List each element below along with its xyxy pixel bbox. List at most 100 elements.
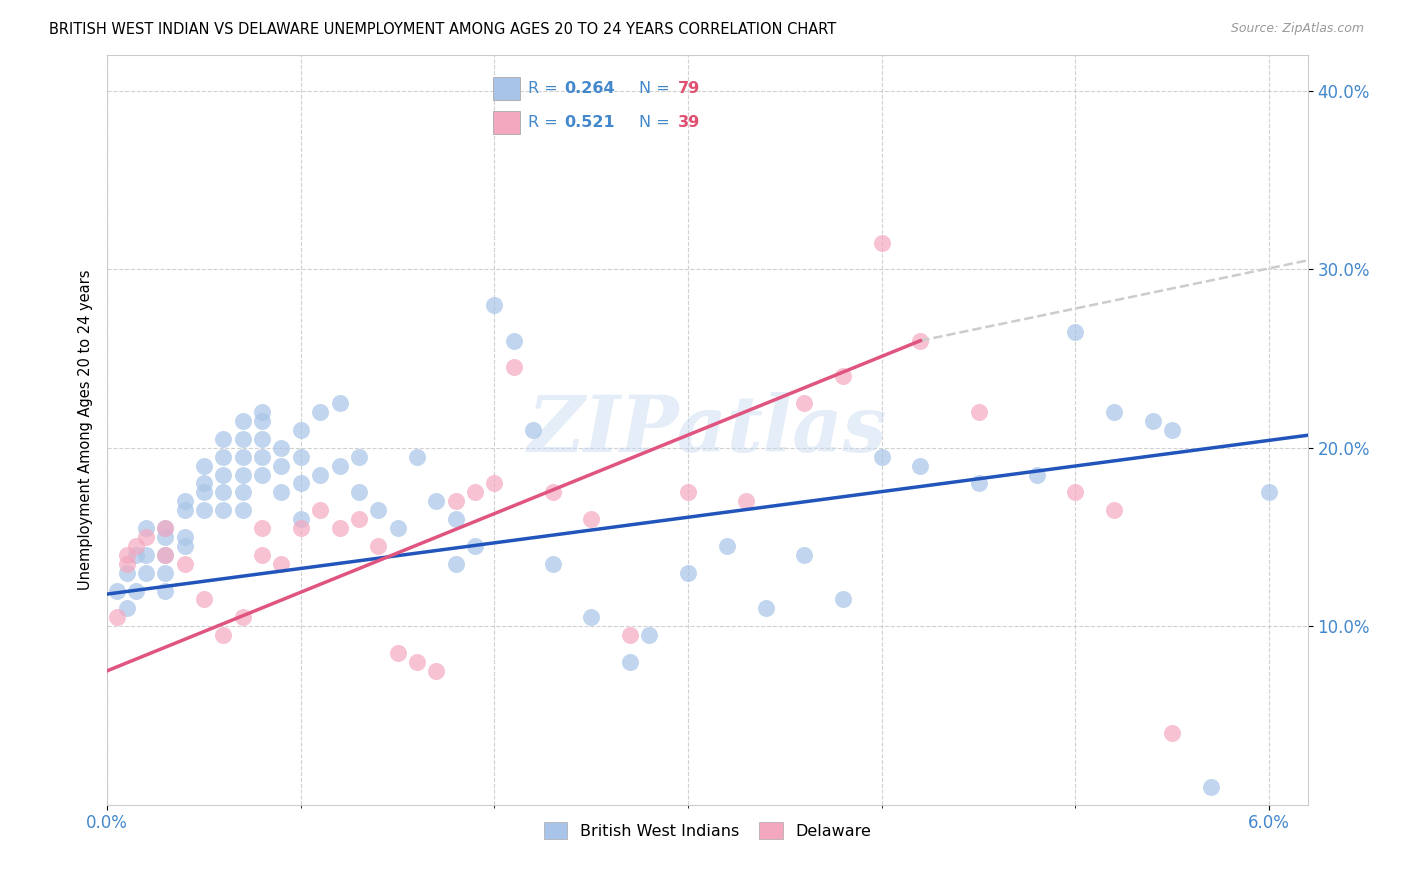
Point [1142,414,1164,428]
Point [793,548,815,562]
Legend: British West Indians, Delaware: British West Indians, Delaware [537,815,877,846]
Point [135,530,157,544]
Point [250,548,273,562]
Point [832,369,855,384]
Text: Source: ZipAtlas.com: Source: ZipAtlas.com [1230,22,1364,36]
Point [464,539,486,553]
Point [309,503,332,517]
Point [173,503,195,517]
Point [232,485,254,500]
Point [155,548,177,562]
Point [250,467,273,482]
Point [347,512,370,526]
Point [270,485,292,500]
Point [541,485,564,500]
Point [290,450,312,464]
Point [173,539,195,553]
Point [193,503,215,517]
Point [115,557,138,571]
Point [115,548,138,562]
Point [173,530,195,544]
Point [290,512,312,526]
Point [638,628,661,642]
Point [444,512,467,526]
Point [155,530,177,544]
Point [125,583,148,598]
Point [250,414,273,428]
Point [676,485,699,500]
Point [270,441,292,455]
Point [155,521,177,535]
Point [270,557,292,571]
Point [193,458,215,473]
Point [832,592,855,607]
Point [155,566,177,580]
Point [676,566,699,580]
Point [444,557,467,571]
Point [581,610,603,624]
Point [347,485,370,500]
Point [309,405,332,419]
Point [910,458,932,473]
Point [155,521,177,535]
Point [406,655,429,669]
Point [1102,503,1125,517]
Point [125,539,148,553]
Point [522,423,544,437]
Point [115,601,138,615]
Y-axis label: Unemployment Among Ages 20 to 24 years: Unemployment Among Ages 20 to 24 years [79,269,93,591]
Point [155,548,177,562]
Point [328,521,350,535]
Point [250,432,273,446]
Point [212,467,235,482]
Point [309,467,332,482]
Point [484,476,506,491]
Point [105,610,128,624]
Point [135,521,157,535]
Point [967,476,990,491]
Point [193,485,215,500]
Point [232,503,254,517]
Point [232,450,254,464]
Point [155,583,177,598]
Point [502,334,524,348]
Point [270,458,292,473]
Point [250,450,273,464]
Point [367,539,389,553]
Point [754,601,776,615]
Point [173,557,195,571]
Point [464,485,486,500]
Point [1025,467,1047,482]
Point [619,655,641,669]
Point [250,521,273,535]
Point [1199,780,1222,794]
Point [716,539,738,553]
Point [387,521,409,535]
Point [328,458,350,473]
Point [212,485,235,500]
Point [290,423,312,437]
Point [1161,423,1184,437]
Point [1258,485,1281,500]
Point [105,583,128,598]
Point [115,566,138,580]
Point [1102,405,1125,419]
Point [212,450,235,464]
Point [367,503,389,517]
Text: BRITISH WEST INDIAN VS DELAWARE UNEMPLOYMENT AMONG AGES 20 TO 24 YEARS CORRELATI: BRITISH WEST INDIAN VS DELAWARE UNEMPLOY… [49,22,837,37]
Point [1064,325,1087,339]
Point [193,476,215,491]
Point [212,628,235,642]
Point [232,610,254,624]
Point [212,432,235,446]
Point [125,548,148,562]
Point [967,405,990,419]
Point [581,512,603,526]
Point [735,494,758,508]
Point [502,360,524,375]
Point [1064,485,1087,500]
Point [910,334,932,348]
Point [870,450,893,464]
Point [387,646,409,660]
Point [173,494,195,508]
